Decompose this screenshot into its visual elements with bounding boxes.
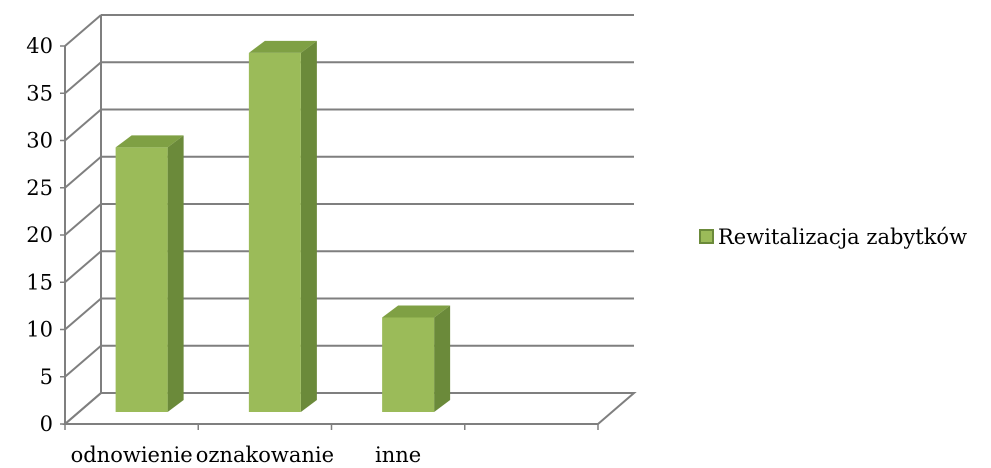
bars [115,40,451,413]
bar-front [382,317,435,412]
y-tick-label: 10 [26,318,53,342]
bar [115,135,184,412]
legend-label: Rewitalizacja zabytków [718,225,967,249]
x-tick-label: inne [375,443,421,467]
legend-swatch [699,229,714,244]
bar-side [167,135,184,412]
y-tick-label: 40 [26,34,53,58]
bar-front [248,52,301,413]
y-tick-label: 25 [26,176,53,200]
gridline-diagonal [64,14,102,47]
y-tick-labels: 0 5 10 15 20 25 30 35 40 [26,34,53,436]
gridline-diagonal [64,203,102,236]
grid-lines [62,14,637,425]
legend: Rewitalizacja zabytków [699,225,967,249]
bar [248,40,317,413]
y-tick-label: 0 [40,412,53,436]
gridline-diagonal [64,297,102,331]
x-tick-label: odnowienie [71,443,193,467]
y-tick-label: 30 [26,129,53,153]
bar-side [300,40,317,413]
gridline-diagonal [64,155,102,189]
bar-top [248,40,317,53]
axes [60,45,599,430]
gridline-diagonal [64,250,102,284]
gridline-diagonal [64,108,102,142]
y-tick-label: 35 [26,81,53,105]
bar-side [434,305,451,412]
y-tick-label: 15 [26,270,53,294]
bar-front [115,147,168,412]
bar-top [382,305,451,318]
bar [382,305,451,412]
gridline-diagonal [64,392,102,425]
gridline-diagonal [64,61,102,95]
gridline-diagonal [64,344,102,378]
bar-top [115,135,184,148]
x-tick-label: oznakowanie [196,443,334,467]
y-tick-label: 5 [40,365,53,389]
x-tick-labels: odnowienie oznakowanie inne [71,443,422,467]
y-tick-label: 20 [26,223,53,247]
